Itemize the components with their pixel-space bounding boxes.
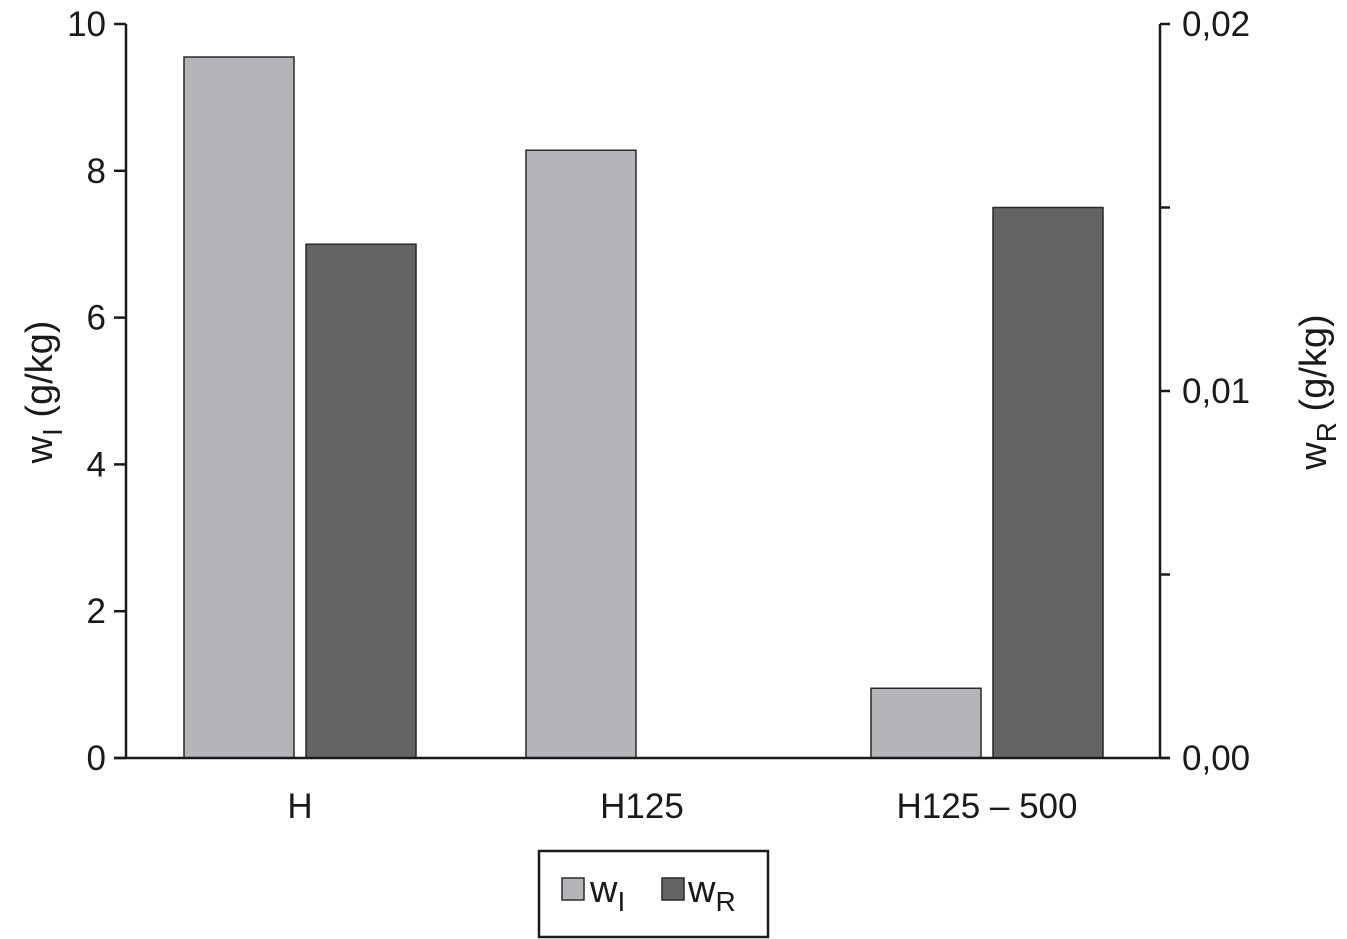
bar-w_R-2 xyxy=(992,206,1104,759)
left-axis-title-suffix: (g/kg) xyxy=(19,321,61,429)
right-axis-title-sub: R xyxy=(1311,422,1342,442)
left-tick-label-5: 10 xyxy=(67,5,106,44)
legend-swatch-w_R xyxy=(661,877,685,901)
x-tick-label-1: H125 xyxy=(600,787,684,826)
left-tick-label-3: 6 xyxy=(87,299,106,338)
bars-layer xyxy=(183,56,1104,759)
left-tick-label-1: 2 xyxy=(87,592,106,631)
legend-label-w_R-main: w xyxy=(687,869,716,911)
left-axis-title: wI (g/kg) xyxy=(19,321,68,465)
legend-label-w_I: wI xyxy=(589,869,625,917)
right-tick-label-0: 0,00 xyxy=(1182,739,1250,778)
legend-swatch-w_I xyxy=(561,877,585,901)
right-tick-label-4: 0,02 xyxy=(1182,5,1250,44)
right-axis-title-suffix: (g/kg) xyxy=(1293,314,1335,422)
left-axis-title-sub: I xyxy=(37,428,68,436)
legend-label-w_R: wR xyxy=(687,869,736,917)
left-tick-label-2: 4 xyxy=(87,445,106,484)
right-tick-label-2: 0,01 xyxy=(1182,372,1250,411)
x-tick-label-2: H125 – 500 xyxy=(897,787,1078,826)
legend: wI wR xyxy=(537,849,770,939)
legend-label-w_I-main: w xyxy=(589,869,618,911)
left-axis-title-main: w xyxy=(19,435,61,464)
bar-w_R-0 xyxy=(305,243,417,759)
bar-w_I-1 xyxy=(525,149,637,759)
right-axis-title-main: w xyxy=(1293,442,1335,471)
left-tick-label-4: 8 xyxy=(87,152,106,191)
legend-label-w_I-sub: I xyxy=(617,886,625,917)
legend-label-w_R-sub: R xyxy=(715,886,735,917)
right-axis-title: wR (g/kg) xyxy=(1293,314,1342,470)
left-tick-label-0: 0 xyxy=(87,739,106,778)
bar-w_I-0 xyxy=(183,56,295,759)
bar-w_I-2 xyxy=(870,687,982,759)
x-tick-label-0: H xyxy=(287,787,312,826)
